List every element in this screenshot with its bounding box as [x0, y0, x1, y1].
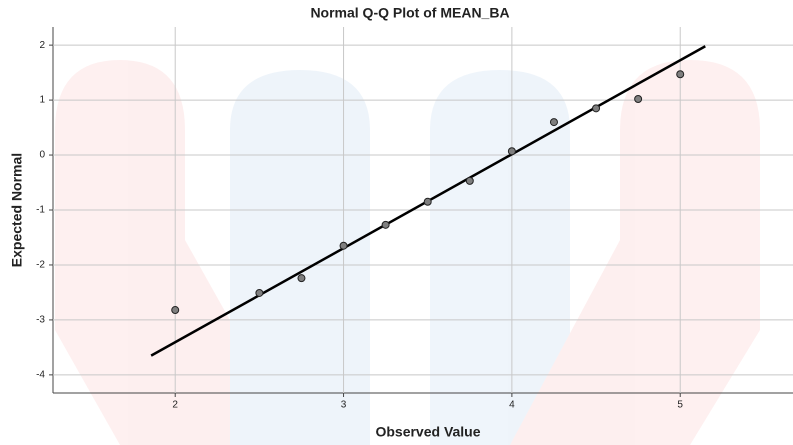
- chart-title: Normal Q-Q Plot of MEAN_BA: [310, 5, 509, 21]
- point: [592, 104, 601, 113]
- point: [676, 70, 685, 79]
- point: [297, 274, 306, 283]
- point: [465, 176, 474, 185]
- x-tick-label: 3: [341, 400, 347, 411]
- x-tick-label: 5: [677, 400, 683, 411]
- point: [423, 197, 432, 206]
- x-tick-label: 2: [172, 400, 178, 411]
- point: [549, 118, 558, 127]
- x-axis-label: Observed Value: [375, 424, 480, 440]
- y-tick-label: 1: [39, 95, 45, 106]
- y-tick-label: -1: [36, 205, 45, 216]
- point: [171, 306, 180, 315]
- y-tick-label: -4: [36, 370, 45, 381]
- point: [255, 288, 264, 297]
- y-axis-label: Expected Normal: [9, 153, 25, 267]
- point: [507, 147, 516, 156]
- point: [634, 94, 643, 103]
- y-tick-label: 0: [39, 150, 45, 161]
- y-tick-label: -3: [36, 315, 45, 326]
- x-tick-label: 4: [509, 400, 515, 411]
- y-tick-label: 2: [39, 40, 45, 51]
- point: [339, 241, 348, 250]
- y-tick-label: -2: [36, 260, 45, 271]
- point: [381, 220, 390, 229]
- watermark: [55, 60, 760, 445]
